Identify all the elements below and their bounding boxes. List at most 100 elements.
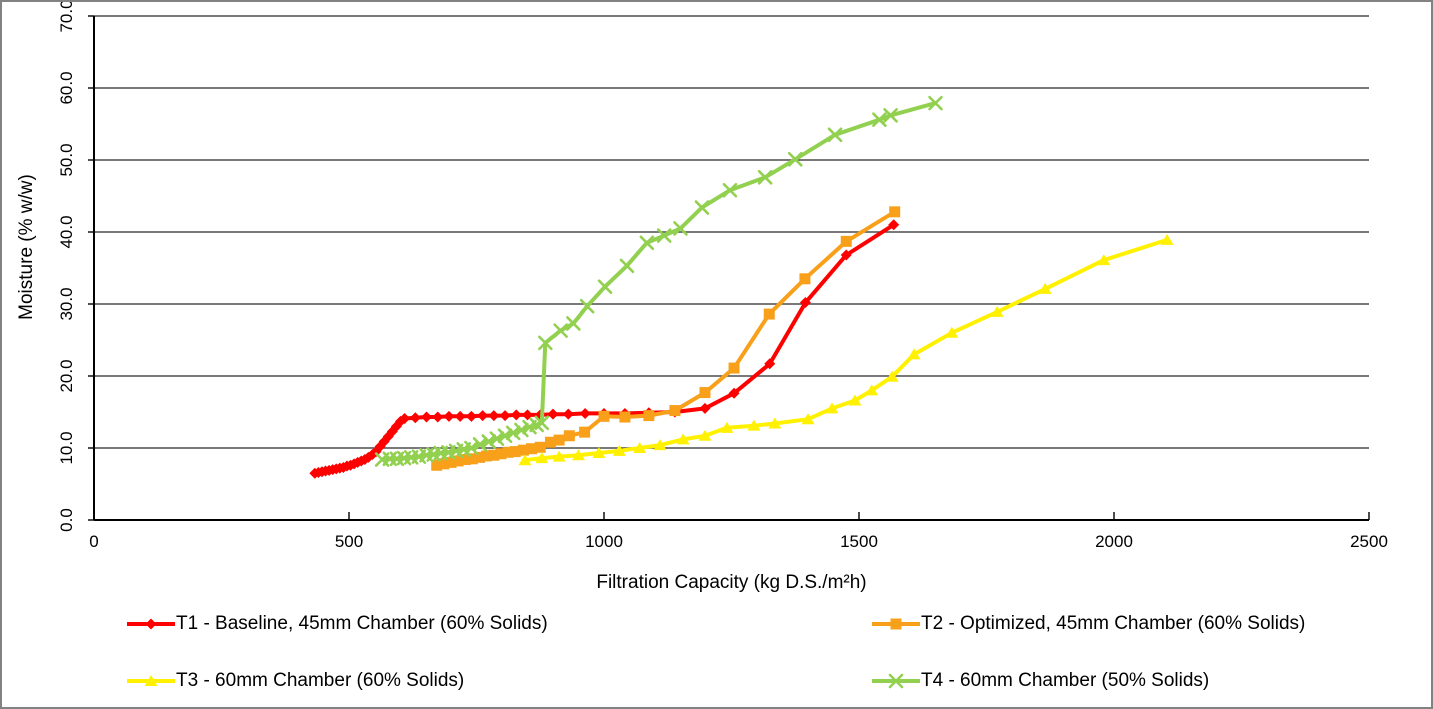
triangle-marker: [848, 394, 862, 406]
square-marker: [699, 387, 711, 399]
square-marker: [890, 618, 902, 630]
x-marker: [928, 95, 943, 111]
x-tick-label-2000: 2000: [1095, 532, 1133, 551]
y-tick-label-10.0: 10.0: [57, 431, 76, 464]
x-axis-title: Filtration Capacity (kg D.S./m²h): [596, 572, 866, 593]
x-marker: [694, 200, 710, 215]
diamond-marker: [728, 387, 740, 399]
series-t1: [309, 219, 900, 479]
y-tick-label-0.0: 0.0: [57, 508, 76, 532]
square-marker: [452, 455, 464, 467]
diamond-marker: [799, 297, 811, 309]
triangle-marker: [990, 305, 1004, 317]
diamond-marker: [699, 402, 711, 414]
x-tick-label-1500: 1500: [840, 532, 878, 551]
x-marker: [489, 431, 505, 446]
diamond-marker: [547, 408, 559, 420]
series-t4: [374, 95, 943, 467]
triangle-marker: [825, 402, 839, 414]
legend-label-t3: T3 - 60mm Chamber (60% Solids): [176, 670, 465, 691]
square-marker: [598, 410, 610, 422]
triangle-marker: [572, 449, 585, 461]
triangle-marker: [698, 429, 712, 441]
square-marker: [488, 449, 500, 461]
square-marker: [579, 426, 591, 438]
square-marker: [669, 405, 681, 417]
square-marker: [534, 441, 546, 453]
x-marker: [472, 437, 488, 452]
triangle-marker: [907, 348, 921, 360]
triangle-marker: [1160, 233, 1174, 245]
legend-item-t4: T4 - 60mm Chamber (50% Solids): [872, 664, 1209, 698]
diamond-marker: [145, 618, 157, 630]
diamond-marker: [522, 409, 533, 421]
square-marker: [445, 456, 457, 468]
square-marker: [840, 235, 852, 247]
triangle-marker: [144, 675, 158, 686]
y-axis-title: Moisture (% w/w): [16, 174, 37, 320]
x-marker: [656, 228, 672, 243]
x-marker: [888, 673, 904, 689]
legend-item-t3: T3 - 60mm Chamber (60% Solids): [127, 664, 464, 698]
x-marker: [597, 279, 613, 295]
triangle-marker: [676, 433, 690, 445]
series-t3: [518, 233, 1174, 466]
x-marker: [619, 258, 635, 274]
x-marker: [566, 316, 581, 331]
x-tick-label-0: 0: [89, 532, 98, 551]
square-marker: [544, 436, 556, 448]
triangle-marker: [1038, 282, 1052, 294]
legend-marker-t3-triangle-icon: [127, 675, 175, 686]
square-marker: [619, 411, 631, 423]
square-marker: [438, 458, 450, 470]
square-marker: [481, 450, 493, 462]
diamond-marker: [454, 410, 466, 422]
x-marker: [553, 323, 568, 338]
series-t4-line: [380, 101, 938, 462]
triangle-marker: [552, 450, 566, 462]
diamond-marker: [399, 412, 411, 424]
triangle-marker: [747, 419, 761, 431]
moisture-vs-capacity-chart: 0.0 10.0 20.0 30.0 40.0 50.0 60.0 70.0 0 500 1000 1…: [16, 2, 1388, 593]
series-t1-line: [312, 222, 896, 476]
triangle-marker: [592, 447, 606, 459]
x-marker: [673, 221, 688, 236]
x-marker: [872, 112, 887, 127]
square-marker: [517, 444, 529, 456]
x-marker: [722, 182, 738, 198]
legend-marker-t1-diamond-icon: [127, 618, 175, 630]
triangle-marker: [518, 454, 532, 466]
diamond-marker: [840, 249, 852, 261]
square-marker: [459, 454, 471, 466]
y-tick-label-30.0: 30.0: [57, 287, 76, 320]
x-tick-label-500: 500: [335, 532, 363, 551]
triangle-marker: [801, 413, 815, 425]
diamond-marker: [409, 412, 421, 424]
x-tick-label-2500: 2500: [1350, 532, 1388, 551]
diamond-marker: [488, 410, 500, 422]
diamond-marker: [562, 408, 574, 420]
x-marker: [579, 298, 595, 314]
triangle-marker: [768, 417, 782, 429]
x-marker: [757, 169, 773, 185]
square-marker: [643, 410, 655, 422]
x-marker: [787, 151, 803, 167]
y-tick-label-70.0: 70.0: [57, 2, 76, 33]
legend-label-t2: T2 - Optimized, 45mm Chamber (60% Solids…: [921, 613, 1306, 634]
square-marker: [553, 434, 565, 446]
triangle-marker: [1097, 254, 1111, 266]
diamond-marker: [477, 410, 489, 422]
triangle-marker: [885, 370, 899, 382]
y-tick-label-60.0: 60.0: [57, 71, 76, 104]
x-marker: [883, 108, 898, 123]
triangle-marker: [535, 452, 549, 464]
x-marker: [514, 422, 529, 438]
square-marker: [495, 448, 507, 460]
triangle-marker: [945, 326, 959, 338]
diamond-marker: [443, 410, 455, 422]
legend-item-t1: T1 - Baseline, 45mm Chamber (60% Solids): [127, 607, 548, 641]
diamond-marker: [499, 410, 511, 422]
legend-label-t1: T1 - Baseline, 45mm Chamber (60% Solids): [176, 613, 548, 634]
series-t2-line: [434, 209, 897, 468]
x-marker: [464, 440, 479, 456]
